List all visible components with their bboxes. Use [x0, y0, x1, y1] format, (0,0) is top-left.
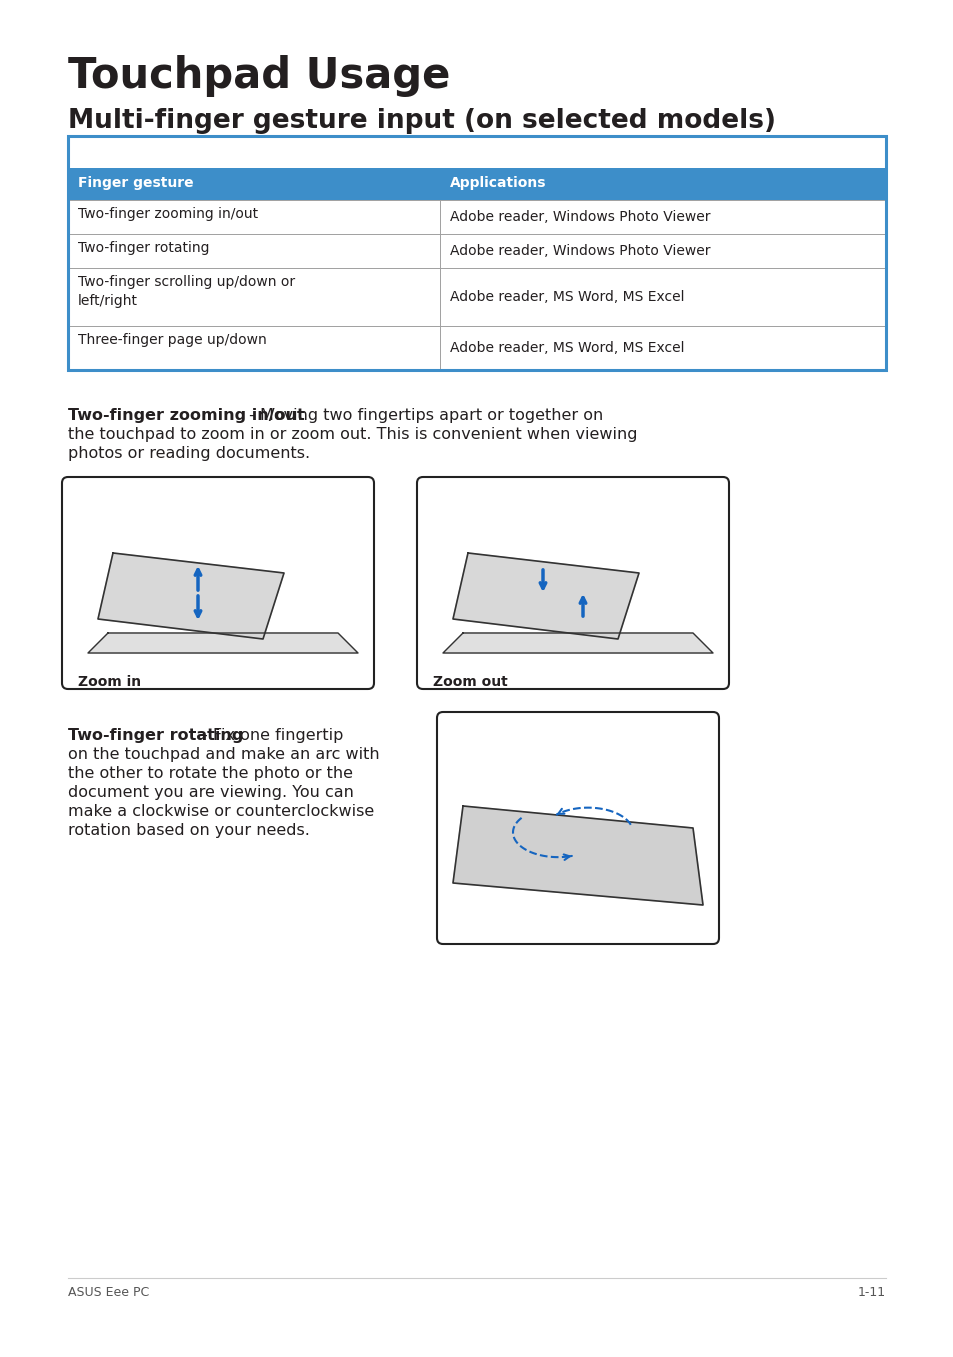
Text: Adobe reader, MS Word, MS Excel: Adobe reader, MS Word, MS Excel: [450, 341, 684, 356]
Polygon shape: [88, 632, 357, 653]
Text: Finger gesture: Finger gesture: [78, 176, 193, 190]
Text: - Fix one fingertip: - Fix one fingertip: [202, 727, 343, 744]
Text: ASUS Eee PC: ASUS Eee PC: [68, 1286, 149, 1299]
FancyBboxPatch shape: [436, 712, 719, 944]
Text: rotation based on your needs.: rotation based on your needs.: [68, 822, 310, 839]
Text: make a clockwise or counterclockwise: make a clockwise or counterclockwise: [68, 803, 374, 820]
Text: Three-finger page up/down: Three-finger page up/down: [78, 332, 267, 347]
Text: the touchpad to zoom in or zoom out. This is convenient when viewing: the touchpad to zoom in or zoom out. Thi…: [68, 427, 637, 442]
Text: Two-finger zooming in/out: Two-finger zooming in/out: [68, 408, 304, 423]
Bar: [68, 168, 885, 199]
Text: Adobe reader, Windows Photo Viewer: Adobe reader, Windows Photo Viewer: [450, 244, 710, 258]
Text: - Moving two fingertips apart or together on: - Moving two fingertips apart or togethe…: [244, 408, 603, 423]
Text: Two-finger zooming in/out: Two-finger zooming in/out: [78, 208, 258, 221]
Text: Touchpad Usage: Touchpad Usage: [68, 56, 450, 96]
FancyBboxPatch shape: [416, 478, 728, 689]
Text: document you are viewing. You can: document you are viewing. You can: [68, 784, 354, 801]
Text: Adobe reader, Windows Photo Viewer: Adobe reader, Windows Photo Viewer: [450, 210, 710, 224]
Polygon shape: [442, 632, 712, 653]
Text: Two-finger rotating: Two-finger rotating: [68, 727, 243, 744]
Bar: [68, 136, 885, 370]
Text: Applications: Applications: [450, 176, 546, 190]
Text: Multi-finger gesture input (on selected models): Multi-finger gesture input (on selected …: [68, 109, 775, 134]
Polygon shape: [98, 554, 284, 639]
Text: photos or reading documents.: photos or reading documents.: [68, 446, 310, 461]
Polygon shape: [453, 806, 702, 905]
Bar: [68, 136, 885, 370]
Text: the other to rotate the photo or the: the other to rotate the photo or the: [68, 765, 353, 782]
Text: 1-11: 1-11: [857, 1286, 885, 1299]
Text: Two-finger scrolling up/down or
left/right: Two-finger scrolling up/down or left/rig…: [78, 275, 294, 308]
Text: on the touchpad and make an arc with: on the touchpad and make an arc with: [68, 746, 379, 763]
FancyBboxPatch shape: [62, 478, 374, 689]
Text: Zoom in: Zoom in: [78, 674, 141, 689]
Text: Adobe reader, MS Word, MS Excel: Adobe reader, MS Word, MS Excel: [450, 290, 684, 304]
Text: Zoom out: Zoom out: [433, 674, 507, 689]
Polygon shape: [453, 554, 639, 639]
Text: Two-finger rotating: Two-finger rotating: [78, 242, 210, 255]
